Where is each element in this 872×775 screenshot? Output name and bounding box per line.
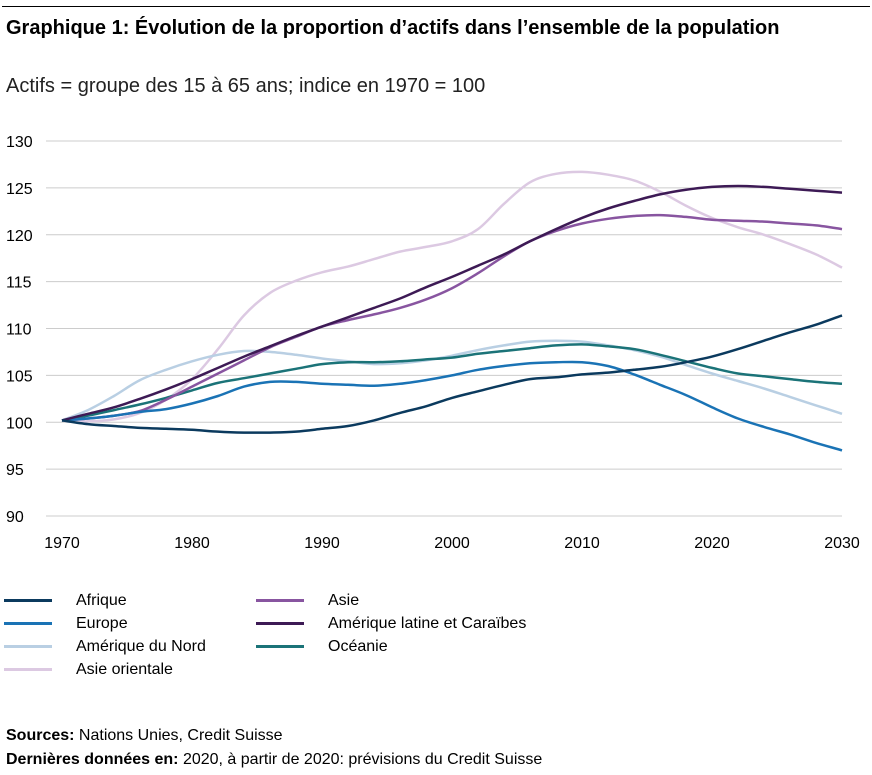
legend-label: Amérique latine et Caraïbes xyxy=(328,615,527,632)
legend-swatch xyxy=(4,645,52,648)
sources-label: Sources: xyxy=(6,727,75,744)
legend-label: Europe xyxy=(76,615,128,632)
x-tick-label: 1970 xyxy=(44,535,80,552)
grid-lines xyxy=(46,140,842,517)
series-line-am-rique-du-nord xyxy=(61,339,843,422)
x-tick-label: 1990 xyxy=(304,535,340,552)
x-tick-label: 2000 xyxy=(434,535,470,552)
y-tick-label: 90 xyxy=(6,509,24,526)
chart-subtitle: Actifs = groupe des 15 à 65 ans; indice … xyxy=(6,75,486,97)
legend-swatch xyxy=(4,599,52,602)
series-lines xyxy=(61,170,843,452)
x-axis-tick-labels: 1970 1980 1990 2000 2010 2020 2030 xyxy=(44,535,860,552)
sources-line: Sources: Nations Unies, Credit Suisse xyxy=(6,724,542,748)
latest-data-label: Dernières données en: xyxy=(6,751,179,768)
legend-swatch xyxy=(256,645,304,648)
legend-label: Asie orientale xyxy=(76,661,173,678)
legend-swatch xyxy=(4,668,52,671)
sources-text: Nations Unies, Credit Suisse xyxy=(74,727,283,744)
series-line-am-rique-latine-et-cara-bes xyxy=(61,184,843,422)
legend-label: Afrique xyxy=(76,592,127,609)
chart-title: Graphique 1: Évolution de la proportion … xyxy=(6,17,780,39)
legend-swatch xyxy=(256,599,304,602)
y-tick-label: 105 xyxy=(6,368,33,385)
legend: Afrique Europe Amérique du Nord Asie orient… xyxy=(4,590,864,690)
top-rule xyxy=(2,6,870,7)
latest-data-text: 2020, à partir de 2020: prévisions du Cr… xyxy=(178,751,543,768)
legend-swatch xyxy=(256,622,304,625)
y-tick-label: 125 xyxy=(6,181,33,198)
legend-label: Océanie xyxy=(328,638,388,655)
y-tick-label: 130 xyxy=(6,134,33,151)
y-tick-label: 110 xyxy=(6,322,32,339)
x-tick-label: 2010 xyxy=(564,535,600,552)
legend-swatch xyxy=(4,622,52,625)
y-tick-label: 115 xyxy=(6,275,32,292)
line-chart: 90 95 100 105 110 115 120 125 130 1970 1980 1990 20… xyxy=(6,134,860,552)
y-tick-label: 95 xyxy=(6,462,24,479)
sources-footer: Sources: Nations Unies, Credit Suisse De… xyxy=(6,724,542,772)
x-tick-label: 1980 xyxy=(174,535,210,552)
y-tick-label: 120 xyxy=(6,228,33,245)
series-line-europe xyxy=(61,360,843,452)
legend-label: Asie xyxy=(328,592,360,609)
series-line-oc-anie xyxy=(61,343,843,422)
series-line-afrique xyxy=(61,314,843,434)
latest-data-line: Dernières données en: 2020, à partir de … xyxy=(6,748,542,772)
y-axis-tick-labels: 90 95 100 105 110 115 120 125 130 xyxy=(6,134,33,526)
series-line-asie xyxy=(61,213,843,422)
x-tick-label: 2020 xyxy=(694,535,730,552)
legend-label: Amérique du Nord xyxy=(76,638,206,655)
y-tick-label: 100 xyxy=(6,415,33,432)
x-tick-label: 2030 xyxy=(824,535,860,552)
